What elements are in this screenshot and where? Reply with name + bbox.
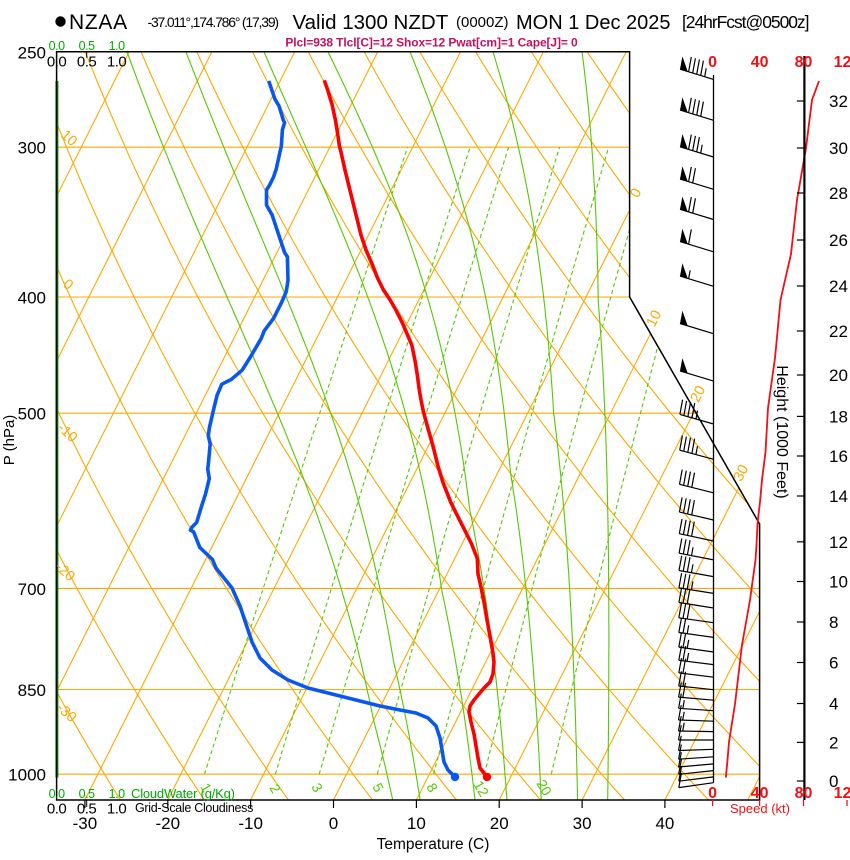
svg-text:0: 0 xyxy=(708,54,717,71)
svg-text:P (hPa): P (hPa) xyxy=(1,415,18,466)
svg-text:20: 20 xyxy=(490,814,509,833)
svg-text:[24hrFcst@0500z]: [24hrFcst@0500z] xyxy=(682,12,809,32)
svg-text:-30: -30 xyxy=(73,814,98,833)
svg-text:0.0: 0.0 xyxy=(49,39,65,53)
svg-text:Temperature (C): Temperature (C) xyxy=(377,836,490,853)
svg-text:80: 80 xyxy=(795,785,813,802)
svg-text:120: 120 xyxy=(834,54,850,71)
svg-text:Height (1000 Feet): Height (1000 Feet) xyxy=(773,365,790,498)
svg-text:40: 40 xyxy=(655,814,674,833)
svg-text:0.5: 0.5 xyxy=(79,787,95,801)
svg-text:12: 12 xyxy=(829,533,848,552)
svg-text:0.0: 0.0 xyxy=(47,54,67,71)
svg-text:120: 120 xyxy=(834,785,850,802)
svg-text:Valid 1300 NZDT: Valid 1300 NZDT xyxy=(293,11,449,34)
svg-text:26: 26 xyxy=(829,231,848,250)
svg-text:10: 10 xyxy=(829,573,848,592)
svg-text:-10: -10 xyxy=(238,814,263,833)
svg-text:0.5: 0.5 xyxy=(77,801,97,818)
svg-text:80: 80 xyxy=(795,54,813,71)
svg-text:0.0: 0.0 xyxy=(47,801,67,818)
svg-text:30: 30 xyxy=(731,462,753,484)
svg-text:(0000Z): (0000Z) xyxy=(456,14,509,31)
svg-text:-37.011°,174.786° (17,39): -37.011°,174.786° (17,39) xyxy=(148,14,279,30)
svg-text:10: 10 xyxy=(644,308,666,330)
svg-text:30: 30 xyxy=(829,139,848,158)
svg-text:700: 700 xyxy=(18,580,46,599)
svg-text:4: 4 xyxy=(829,695,838,714)
svg-text:1.0: 1.0 xyxy=(107,801,127,818)
svg-text:0: 0 xyxy=(708,785,717,802)
svg-text:MON 1 Dec 2025: MON 1 Dec 2025 xyxy=(516,12,671,34)
svg-text:1000: 1000 xyxy=(8,766,46,785)
svg-text:500: 500 xyxy=(18,405,46,424)
svg-text:1.0: 1.0 xyxy=(109,787,125,801)
svg-text:0.0: 0.0 xyxy=(49,787,65,801)
svg-text:20: 20 xyxy=(534,777,556,799)
svg-text:22: 22 xyxy=(829,322,848,341)
svg-text:Grid-Scale Cloudiness: Grid-Scale Cloudiness xyxy=(135,801,253,815)
svg-text:0.5: 0.5 xyxy=(79,39,95,53)
svg-text:2: 2 xyxy=(829,733,838,752)
svg-text:20: 20 xyxy=(829,366,848,385)
svg-text:6: 6 xyxy=(829,654,838,673)
svg-text:Plcl=938 Tlcl[C]=12 Shox=12 Pw: Plcl=938 Tlcl[C]=12 Shox=12 Pwat[cm]=1 C… xyxy=(285,35,578,49)
svg-text:400: 400 xyxy=(18,288,46,307)
svg-text:28: 28 xyxy=(829,184,848,203)
svg-text:0.5: 0.5 xyxy=(77,54,97,71)
svg-text:18: 18 xyxy=(829,407,848,426)
svg-text:CloudWater (g/Kg): CloudWater (g/Kg) xyxy=(131,786,235,801)
svg-text:NZAA: NZAA xyxy=(69,11,128,34)
svg-text:0: 0 xyxy=(829,772,838,791)
svg-text:850: 850 xyxy=(18,681,46,700)
svg-text:24: 24 xyxy=(829,277,848,296)
svg-text:40: 40 xyxy=(751,54,769,71)
svg-text:32: 32 xyxy=(829,92,848,111)
svg-text:Speed (kt): Speed (kt) xyxy=(730,801,790,816)
svg-text:1.0: 1.0 xyxy=(109,39,125,53)
svg-text:10: 10 xyxy=(407,814,426,833)
svg-text:300: 300 xyxy=(18,139,46,158)
svg-text:250: 250 xyxy=(18,44,46,63)
svg-text:1.0: 1.0 xyxy=(107,54,127,71)
svg-text:-20: -20 xyxy=(155,814,180,833)
svg-text:8: 8 xyxy=(829,613,838,632)
svg-text:16: 16 xyxy=(829,447,848,466)
svg-text:14: 14 xyxy=(829,487,848,506)
svg-text:40: 40 xyxy=(751,785,769,802)
svg-text:20: 20 xyxy=(688,383,710,405)
svg-text:30: 30 xyxy=(573,814,592,833)
svg-text:12: 12 xyxy=(471,778,493,800)
svg-text:0: 0 xyxy=(329,814,338,833)
